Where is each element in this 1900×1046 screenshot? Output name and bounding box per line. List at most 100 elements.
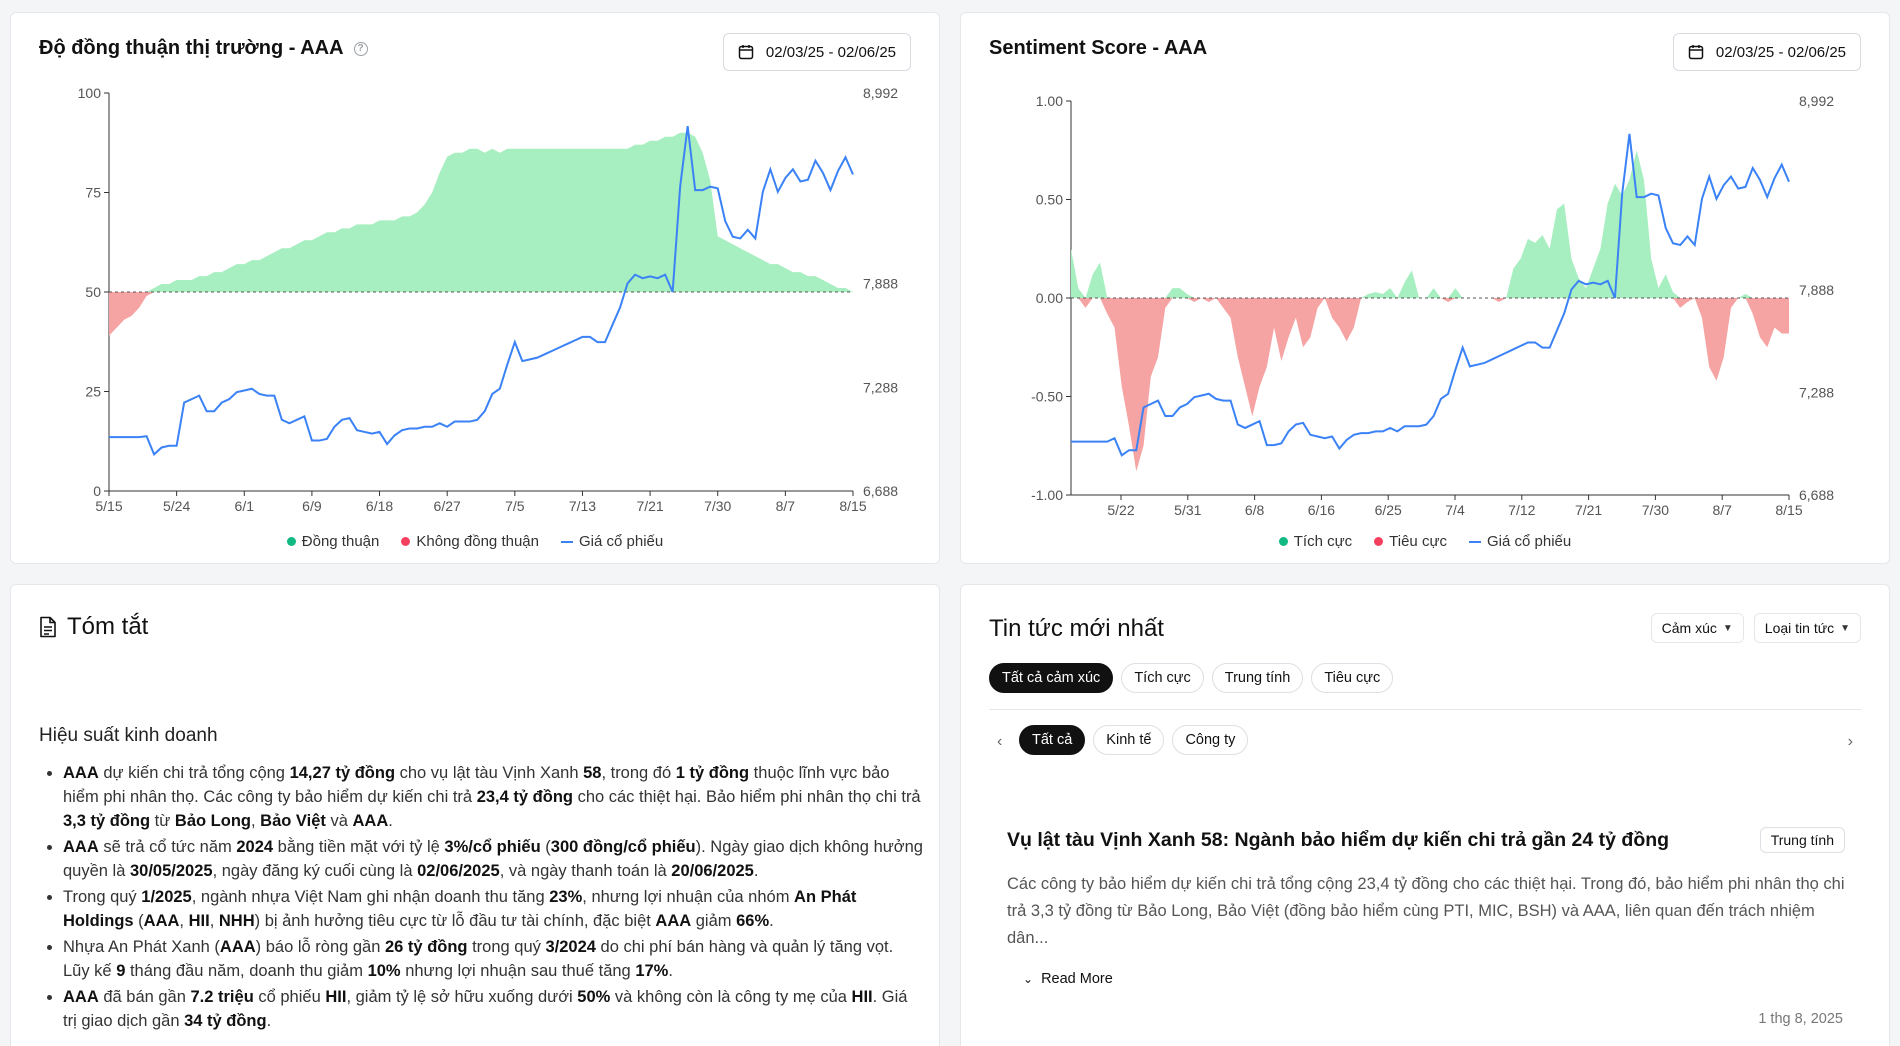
sentiment-legend: Tích cực Tiêu cực Giá cổ phiếu [961, 533, 1889, 550]
legend-item-positive[interactable]: Tích cực [1278, 533, 1352, 550]
article-title[interactable]: Vụ lật tàu Vịnh Xanh 58: Ngành bảo hiểm … [1007, 829, 1670, 851]
category-chips: Tất cả Kinh tế Công ty [1019, 725, 1249, 755]
info-icon[interactable]: ? [353, 41, 368, 56]
bullet-text: cho vụ lật tàu Vịnh Xanh [395, 764, 584, 782]
consensus-chart: 0 25 50 75 100 6,688 7,288 7,888 8,992 5/15 5/24 6/… [78, 85, 899, 514]
chip-all-sentiment[interactable]: Tất cả cảm xúc [989, 663, 1114, 693]
x-tick-label: 7/30 [704, 498, 731, 514]
summary-bullets: AAA dự kiến chi trả tổng cộng 14,27 tỷ đ… [63, 761, 923, 1035]
sentiment-chart: -1.00 -0.50 0.00 0.50 1.00 6,688 7,288 7,888 8,9… [1031, 93, 1834, 518]
bullet-text: từ [150, 812, 175, 830]
x-tick-label: 5/15 [95, 498, 122, 514]
news-title: Tin tức mới nhất [989, 615, 1164, 642]
price-line [109, 126, 854, 457]
x-tick-label: 8/7 [1712, 502, 1732, 518]
bullet-text: ) báo lỗ ròng gần [255, 938, 385, 956]
bullet-text: 14,27 tỷ đồng [289, 764, 396, 782]
legend-item-consensus[interactable]: Đồng thuận [286, 533, 379, 550]
legend-item-negative[interactable]: Tiêu cực [1374, 533, 1447, 550]
chevron-down-icon: ▼ [1840, 622, 1850, 634]
x-tick-label: 5/22 [1107, 502, 1134, 518]
chip-neutral[interactable]: Trung tính [1211, 663, 1304, 693]
bullet-text: , và ngày thanh toán là [499, 862, 672, 880]
bullet-text: AAA [63, 988, 99, 1006]
sentiment-title: Sentiment Score - AAA [989, 37, 1208, 59]
bullet-text: , [179, 912, 189, 930]
y2-tick-label: 7,888 [1799, 282, 1834, 298]
legend-item-disagree[interactable]: Không đồng thuận [401, 533, 539, 550]
x-tick-label: 7/5 [505, 498, 525, 514]
chevron-down-icon: ⌄ [1023, 972, 1034, 986]
news-filters: Cảm xúc ▼ Loại tin tức ▼ [1650, 613, 1861, 643]
calendar-icon [738, 45, 754, 60]
x-tick-label: 6/1 [235, 498, 255, 514]
y2-tick-label: 6,688 [1799, 487, 1834, 503]
news-card: Tin tức mới nhất Cảm xúc ▼ Loại tin tức ▼ … [960, 584, 1890, 1046]
x-tick-label: 6/8 [1245, 502, 1265, 518]
x-tick-label: 8/7 [776, 498, 796, 514]
x-tick-label: 7/21 [1575, 502, 1602, 518]
consensus-title: Độ đồng thuận thị trường - AAA ? [39, 37, 368, 60]
date-range-picker[interactable]: 02/03/25 - 02/06/25 [1672, 33, 1861, 71]
chip-company[interactable]: Công ty [1172, 725, 1249, 755]
bullet-text: 1 tỷ đồng [675, 764, 750, 782]
bullet-text: , [250, 812, 261, 830]
bullet-text: 3/2024 [545, 938, 596, 956]
chip-negative[interactable]: Tiêu cực [1311, 663, 1394, 693]
bullet-text: 20/06/2025 [671, 862, 754, 880]
y-tick-label: 25 [85, 384, 101, 400]
bullet-text: nhưng lợi nhuận sau thuế tăng [400, 962, 636, 980]
bullet-text: 26 tỷ đồng [385, 938, 468, 956]
read-more-button[interactable]: ⌄ Read More [1023, 971, 1113, 987]
summary-bullet: Trong quý 1/2025, ngành nhựa Việt Nam gh… [63, 885, 923, 933]
bullet-text: bằng tiền mặt với tỷ lệ [273, 838, 445, 856]
sentiment-tag: Trung tính [1759, 827, 1845, 853]
bullet-text: Trong quý [63, 888, 142, 906]
sentiment-filter-dropdown[interactable]: Cảm xúc ▼ [1650, 613, 1744, 643]
bullet-text: cổ phiếu [253, 988, 326, 1006]
y2-tick-label: 8,992 [863, 85, 898, 101]
bullet-text: . [753, 862, 759, 880]
chevron-right-icon[interactable]: › [1847, 733, 1853, 750]
bullet-text: 300 đồng/cổ phiếu [550, 838, 696, 856]
bullet-text: 1/2025 [141, 888, 192, 906]
bullet-text: tháng đầu năm, doanh thu giảm [125, 962, 368, 980]
bullet-text: 2024 [236, 838, 274, 856]
x-tick-label: 5/24 [163, 498, 190, 514]
sentiment-card: Sentiment Score - AAA 02/03/25 - 02/06/2… [960, 12, 1890, 564]
positive-area [109, 132, 853, 292]
chevron-left-icon[interactable]: ‹ [997, 733, 1003, 750]
bullet-text: 02/06/2025 [417, 862, 500, 880]
bullet-text: ( [540, 838, 551, 856]
bullet-text: 17% [635, 962, 669, 980]
bullet-text: 23% [549, 888, 583, 906]
x-tick-label: 6/16 [1308, 502, 1335, 518]
bullet-text: AAA [352, 812, 389, 830]
bullet-text: dự kiến chi trả tổng cộng [98, 764, 290, 782]
y2-tick-label: 7,888 [863, 276, 898, 292]
bullet-text: NHH [218, 912, 255, 930]
bullet-text: , [209, 912, 219, 930]
bullet-text: 58 [583, 764, 602, 782]
summary-bullet: AAA dự kiến chi trả tổng cộng 14,27 tỷ đ… [63, 761, 923, 833]
y-tick-label: 1.00 [1036, 93, 1063, 109]
bullet-text: , giảm tỷ lệ sở hữu xuống dưới [346, 988, 578, 1006]
chevron-down-icon: ▼ [1722, 622, 1733, 634]
chip-economy[interactable]: Kinh tế [1093, 725, 1165, 755]
news-type-dropdown[interactable]: Loại tin tức ▼ [1753, 613, 1861, 643]
legend-item-price[interactable]: Giá cổ phiếu [1469, 533, 1571, 550]
bullet-text: , nhưng lợi nhuận của nhóm [582, 888, 795, 906]
y-tick-label: 0 [93, 483, 101, 499]
date-range-picker[interactable]: 02/03/25 - 02/06/25 [722, 33, 911, 71]
chip-all-category[interactable]: Tất cả [1019, 725, 1086, 755]
y-tick-label: 0.00 [1036, 290, 1063, 306]
x-tick-label: 7/13 [569, 498, 596, 514]
y2-tick-label: 7,288 [863, 379, 898, 395]
chip-positive[interactable]: Tích cực [1121, 663, 1204, 693]
y2-tick-label: 6,688 [863, 483, 898, 499]
legend-item-price[interactable]: Giá cổ phiếu [560, 533, 663, 550]
date-range-text: 02/03/25 - 02/06/25 [765, 43, 896, 61]
divider [989, 709, 1861, 710]
consensus-card: Độ đồng thuận thị trường - AAA ? 02/03/2… [10, 12, 940, 564]
consensus-legend: Đồng thuận Không đồng thuận Giá cổ phiếu [11, 533, 939, 550]
